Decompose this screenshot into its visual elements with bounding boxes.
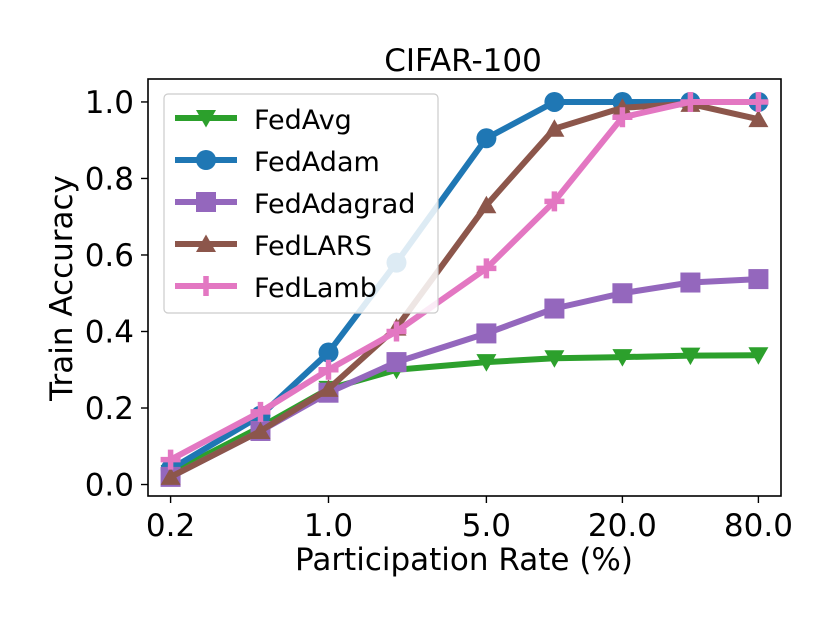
y-tick-label: 0.8 [85, 161, 134, 197]
legend: FedAvg FedAdam FedAdagrad FedLARS FedLamb [163, 93, 439, 314]
data-point [544, 119, 565, 137]
legend-label: FedAvg [254, 105, 352, 136]
data-point [680, 347, 701, 366]
legend-item: FedAdagrad [175, 189, 415, 220]
data-point [748, 269, 769, 290]
legend-label: FedAdagrad [254, 189, 415, 220]
data-point [386, 352, 407, 373]
data-point [250, 421, 271, 439]
chart-title: CIFAR-100 [384, 43, 542, 79]
y-tick-label: 0.2 [85, 391, 134, 427]
data-point [748, 91, 769, 112]
y-tick-label: 0.4 [85, 314, 134, 350]
y-tick-label: 0.0 [85, 468, 134, 504]
data-point [250, 401, 271, 422]
legend-marker [196, 234, 216, 252]
legend-box [163, 93, 439, 314]
legend-marker [196, 192, 216, 212]
legend-marker [196, 276, 216, 296]
plot-frame [147, 78, 782, 497]
x-axis: 0.2 1.0 5.0 20.0 80.0 [146, 496, 793, 544]
data-point [160, 467, 181, 485]
data-point [544, 298, 565, 319]
data-point [386, 321, 407, 342]
data-point [318, 359, 339, 380]
x-axis-label: Participation Rate (%) [295, 542, 633, 578]
legend-item: FedLARS [175, 231, 372, 262]
data-point [318, 342, 339, 363]
data-point [544, 91, 565, 112]
x-tick-label: 1.0 [304, 508, 353, 544]
y-tick-label: 1.0 [85, 85, 134, 121]
legend-label: FedLamb [254, 273, 377, 304]
data-point [544, 350, 565, 368]
plot-area [160, 91, 769, 487]
data-point [612, 349, 633, 367]
y-axis: 0.0 0.2 0.4 0.6 0.8 1.0 [85, 85, 148, 504]
data-point [160, 449, 181, 470]
legend-item: FedAvg [175, 105, 352, 136]
data-point [612, 98, 633, 116]
data-point [748, 347, 769, 365]
data-point [748, 109, 769, 128]
legend-label: FedLARS [254, 231, 372, 262]
data-point [612, 283, 633, 304]
x-tick-label: 0.2 [146, 508, 195, 544]
y-axis-label: Train Accuracy [44, 175, 80, 402]
series-fedlamb [160, 91, 769, 470]
y-tick-label: 0.6 [85, 238, 134, 274]
legend-label: FedAdam [254, 147, 380, 178]
data-point [318, 379, 339, 397]
data-point [476, 195, 497, 214]
legend-marker [196, 110, 216, 128]
data-point [476, 258, 497, 279]
data-point [612, 107, 633, 128]
data-point [476, 354, 497, 372]
data-point [476, 128, 497, 149]
legend-marker [196, 150, 216, 170]
x-tick-label: 80.0 [724, 508, 793, 544]
legend-item: FedAdam [175, 147, 380, 178]
x-tick-label: 5.0 [462, 508, 511, 544]
data-point [680, 272, 701, 293]
data-point [680, 91, 701, 112]
data-point [476, 323, 497, 344]
legend-item: FedLamb [175, 273, 377, 304]
data-point [544, 191, 565, 212]
x-tick-label: 20.0 [588, 508, 657, 544]
